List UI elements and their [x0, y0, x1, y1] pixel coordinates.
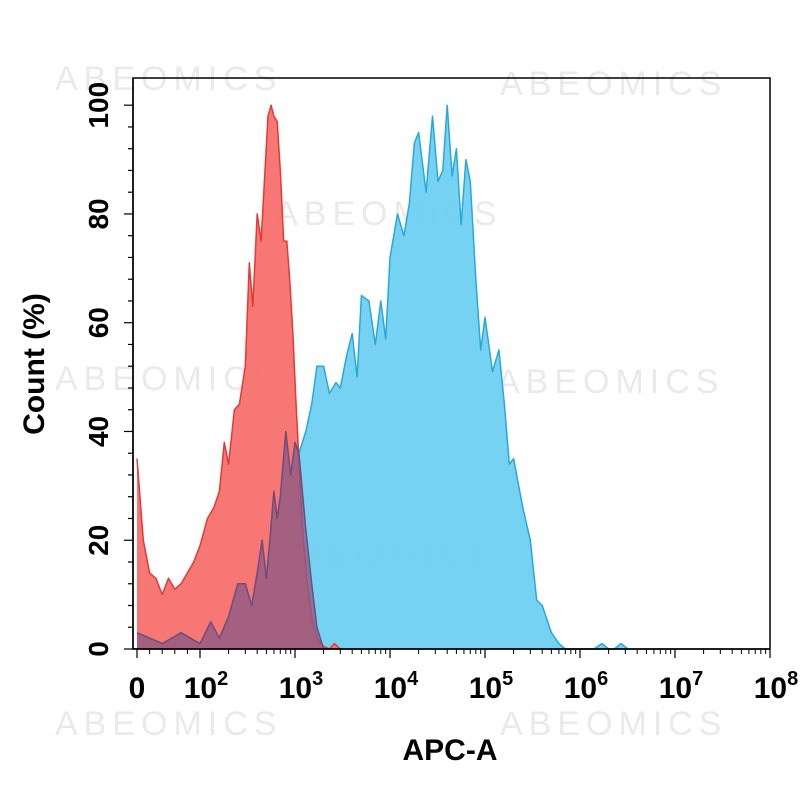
x-tick-label: 107	[659, 668, 704, 705]
watermark-text: ABEOMICS	[55, 705, 282, 743]
x-axis-title: APC-A	[403, 734, 498, 767]
y-tick-label: 40	[83, 416, 114, 447]
y-tick-label: 100	[83, 82, 114, 129]
x-tick-label: 0	[129, 672, 146, 705]
y-tick-label: 20	[83, 525, 114, 556]
watermark-text: ABEOMICS	[500, 65, 727, 103]
y-tick-label: 80	[83, 198, 114, 229]
series-sample-histogram-area	[137, 105, 628, 649]
y-tick-label: 0	[83, 641, 114, 657]
x-axis: 0 102 103 104 105 106 107 108	[129, 648, 799, 705]
series-overlap-histogram-area	[137, 431, 324, 649]
y-axis: 0 20 40 60 80 100	[83, 78, 134, 657]
series-overlap-histogram	[136, 430, 325, 650]
series-layer	[136, 104, 629, 650]
watermark-text: ABEOMICS	[55, 360, 282, 398]
x-tick-label: 102	[184, 668, 229, 705]
x-tick-label: 108	[754, 668, 799, 705]
watermark-text: ABEOMICS	[55, 60, 282, 98]
x-tick-label: 104	[374, 668, 419, 705]
x-tick-label: 105	[469, 668, 514, 705]
y-tick-label: 60	[83, 307, 114, 338]
y-axis-title: Count (%)	[18, 293, 51, 435]
x-tick-label: 103	[279, 668, 324, 705]
x-tick-label: 106	[564, 668, 609, 705]
watermark-text: ABEOMICS	[497, 363, 724, 401]
series-overlap-histogram-line	[136, 430, 325, 650]
watermark-text: ABEOMICS	[500, 705, 727, 743]
